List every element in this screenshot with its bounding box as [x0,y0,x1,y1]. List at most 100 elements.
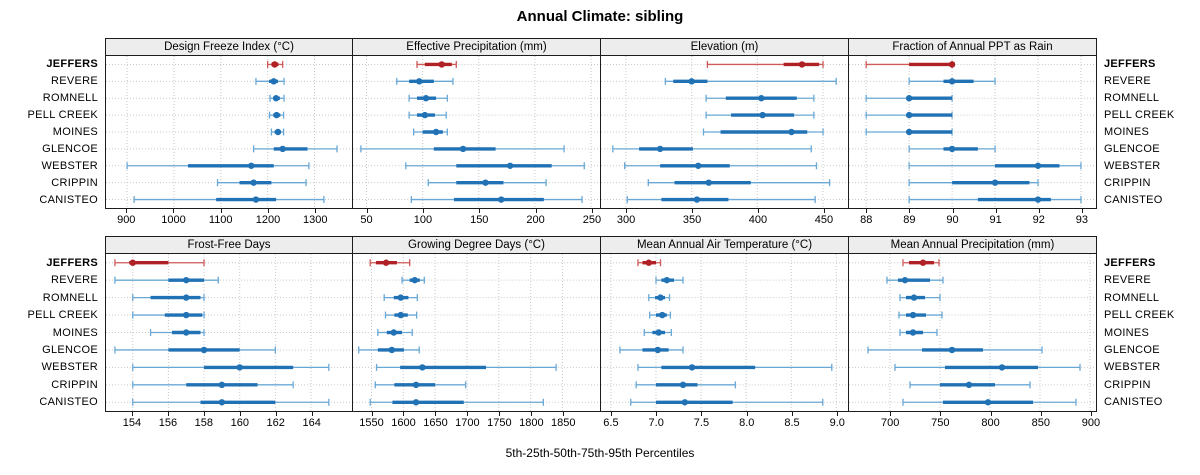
station-label-canisteo: CANISTEO [1104,193,1163,206]
axis-tick-label: 850 [1031,417,1050,429]
station-label-jeffers: JEFFERS [1104,256,1156,269]
station-label-glencoe: GLENCOE [42,142,98,155]
station-label-jeffers: JEFFERS [1104,58,1156,71]
axis-tick [563,412,565,416]
whisker-crippin [908,179,1039,187]
station-label-canisteo: CANISTEO [1104,396,1163,409]
whisker-jeffers [706,60,824,68]
whisker-pell-creek [865,111,953,119]
whisker-revere [655,276,684,284]
station-label-crippin: CRIPPIN [51,378,98,391]
axis-tick-label: 160 [230,417,249,429]
axis-tick-label: 1100 [208,214,233,226]
whisker-webster [126,162,310,170]
panel-axis-elevation-m: 300 350 400 450 [601,209,849,236]
panel-fraction-of-annual-ppt-as-rain: Fraction of Annual PPT as Rain 88 89 90 91 92… [849,38,1097,236]
panel-mean-annual-air-temperature-c: Mean Annual Air Temperature (°C) 6.5 7.0 7.… [601,236,849,440]
whisker-canisteo [133,196,325,204]
axis-tick [757,209,759,213]
whisker-canisteo [132,398,330,406]
panel-row-top: JEFFERS REVERE ROMNELL PELL CREEK MOINES GLEN… [0,38,1200,236]
axis-tick-label: 8.0 [739,417,755,429]
whisker-romnell [648,294,671,302]
station-label-webster: WEBSTER [1104,159,1161,172]
panel-header-fraction-of-annual-ppt-as-rain: Fraction of Annual PPT as Rain [849,38,1097,56]
axis-tick-label: 1000 [161,214,186,226]
whisker-pell-creek [898,311,943,319]
axis-tick [479,209,481,213]
panel-plot-elevation-m [601,56,849,209]
panel-canvas-growing-degree-days-c [353,254,600,411]
whisker-revere [664,77,837,85]
station-label-crippin: CRIPPIN [51,176,98,189]
panel-row-bottom: JEFFERS REVERE ROMNELL PELL CREEK MOINES GLEN… [0,236,1200,440]
station-label-revere: REVERE [1104,274,1152,287]
panel-plot-effective-precipitation-mm [353,56,601,209]
whisker-webster [405,162,585,170]
whisker-revere [401,276,425,284]
axis-tick [1040,412,1042,416]
station-label-jeffers: JEFFERS [46,256,98,269]
panel-mean-annual-precipitation-mm: Mean Annual Precipitation (mm) 700 750 800 8… [849,236,1100,440]
axis-tick-label: 350 [682,214,702,226]
axis-tick-label: 100 [413,214,433,226]
axis-tick [422,209,424,213]
axis-tick [791,412,793,416]
whisker-moines [865,128,953,136]
panel-canvas-mean-annual-precipitation-mm [849,254,1096,411]
axis-tick [746,412,748,416]
whisker-moines [702,128,824,136]
axis-tick-label: 88 [860,214,873,226]
axis-tick-label: 7.5 [693,417,710,429]
whisker-pell-creek [384,311,418,319]
whisker-romnell [383,294,418,302]
whisker-jeffers [416,60,457,68]
whisker-jeffers [114,259,205,267]
whisker-romnell [269,94,285,102]
whisker-pell-creek [132,311,205,319]
panel-canvas-frost-free-days [106,254,352,411]
axis-tick [990,412,992,416]
station-labels-left: JEFFERS REVERE ROMNELL PELL CREEK MOINES GLEN… [0,38,105,236]
axis-tick [940,412,942,416]
axis-tick [267,209,269,213]
axis-tick-label: 1300 [302,214,328,226]
axis-tick [952,209,954,213]
station-label-pell-creek: PELL CREEK [1104,109,1175,122]
whisker-glencoe [867,346,1043,354]
panel-header-mean-annual-precipitation-mm: Mean Annual Precipitation (mm) [849,236,1097,254]
whisker-canisteo [908,196,1082,204]
axis-tick [823,209,825,213]
axis-tick-label: 7.0 [648,417,664,429]
axis-tick [275,412,277,416]
axis-tick-label: 900 [117,214,136,226]
whisker-moines [412,128,448,136]
whisker-canisteo [630,398,824,406]
whisker-revere [908,77,996,85]
station-label-crippin: CRIPPIN [1104,176,1151,189]
whisker-glencoe [619,346,684,354]
axis-tick [890,412,892,416]
axis-tick [220,209,222,213]
station-label-romnell: ROMNELL [1104,92,1160,105]
axis-tick [610,412,612,416]
station-label-crippin: CRIPPIN [1104,378,1151,391]
whisker-webster [637,363,833,371]
panel-header-elevation-m: Elevation (m) [601,38,849,56]
axis-tick-label: 154 [122,417,142,429]
axis-tick-label: 250 [582,214,602,226]
panel-plot-design-freeze-index-c [105,56,353,209]
whisker-romnell [132,294,205,302]
axis-tick-label: 9.0 [829,417,845,429]
panel-growing-degree-days-c: Growing Degree Days (°C) 1550 1600 1650 1700… [353,236,601,440]
whisker-jeffers [865,60,956,68]
station-label-glencoe: GLENCOE [1104,142,1160,155]
axis-tick-label: 750 [931,417,950,429]
panel-plot-mean-annual-air-temperature-c [601,254,849,412]
panel-axis-effective-precipitation-mm: 50 100 150 200 250 [353,209,601,236]
axis-tick [366,209,368,213]
axis-tick [656,412,658,416]
panel-axis-growing-degree-days-c: 1550 1600 1650 1700 1750 1800 1850 [353,412,601,440]
whisker-revere [114,276,219,284]
station-labels-right: JEFFERS REVERE ROMNELL PELL CREEK MOINES GLEN… [1097,38,1200,236]
